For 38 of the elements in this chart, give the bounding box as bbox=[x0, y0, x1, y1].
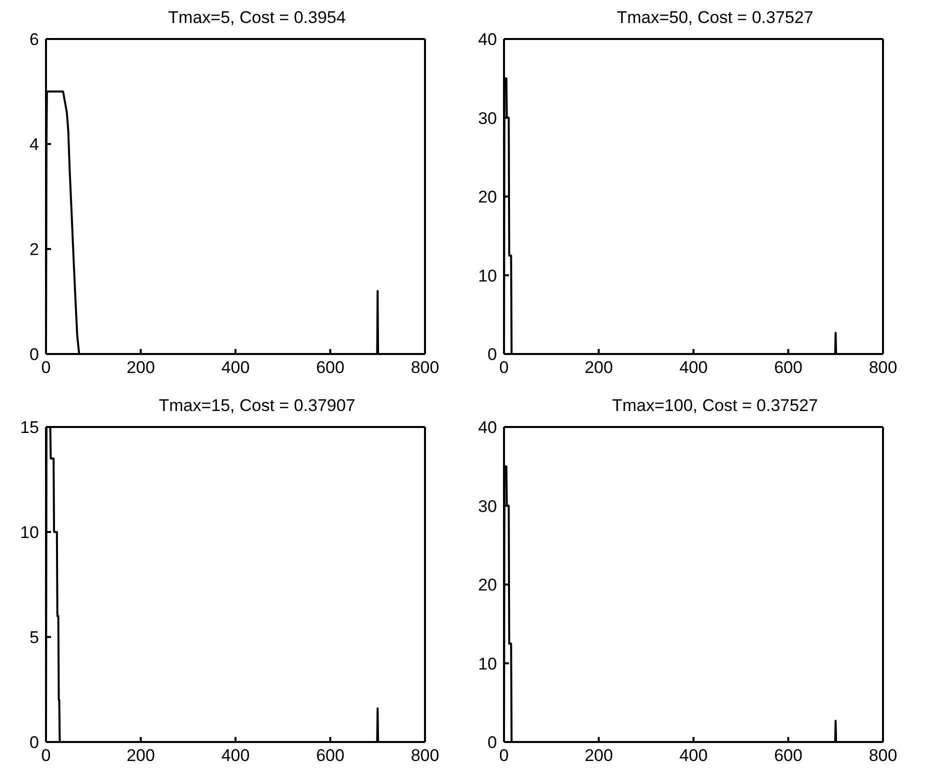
x-tick-label: 400 bbox=[679, 746, 708, 766]
x-tick-label: 800 bbox=[410, 358, 440, 378]
y-tick-label: 6 bbox=[30, 30, 39, 50]
y-tick-label: 2 bbox=[30, 240, 39, 260]
x-tick-label: 600 bbox=[774, 358, 802, 378]
x-tick-label: 800 bbox=[868, 358, 898, 378]
chart-title: Tmax=15, Cost = 0.37907 bbox=[158, 396, 356, 417]
x-tick-label: 400 bbox=[679, 358, 708, 378]
y-tick-label: 10 bbox=[20, 523, 39, 542]
y-tick-label: 10 bbox=[478, 654, 497, 674]
y-tick-label: 0 bbox=[30, 345, 39, 364]
y-tick-label: 5 bbox=[30, 628, 39, 648]
chart-title: Tmax=50, Cost = 0.37527 bbox=[616, 8, 814, 29]
x-tick-label: 800 bbox=[410, 746, 440, 766]
x-tick-label: 600 bbox=[316, 746, 344, 766]
x-tick-label: 200 bbox=[584, 746, 613, 766]
y-tick-label: 30 bbox=[478, 496, 497, 516]
y-tick-label: 40 bbox=[478, 418, 497, 438]
y-tick-label: 20 bbox=[478, 576, 497, 595]
chart-title: Tmax=5, Cost = 0.3954 bbox=[167, 8, 347, 29]
x-tick-label: 200 bbox=[126, 358, 155, 378]
chart-title: Tmax=100, Cost = 0.37527 bbox=[610, 396, 820, 417]
x-tick-label: 600 bbox=[316, 358, 344, 378]
x-tick-label: 400 bbox=[221, 746, 250, 766]
y-tick-label: 0 bbox=[488, 733, 497, 752]
x-tick-label: 600 bbox=[774, 746, 802, 766]
y-tick-label: 0 bbox=[30, 733, 39, 752]
y-tick-label: 40 bbox=[478, 30, 497, 50]
x-tick-label: 200 bbox=[126, 746, 155, 766]
y-tick-label: 10 bbox=[478, 266, 497, 286]
x-tick-label: 200 bbox=[584, 358, 613, 378]
y-tick-label: 30 bbox=[478, 108, 497, 128]
x-tick-label: 800 bbox=[868, 746, 898, 766]
y-tick-label: 4 bbox=[30, 135, 39, 154]
y-tick-label: 0 bbox=[488, 345, 497, 364]
y-tick-label: 15 bbox=[20, 418, 39, 438]
y-tick-label: 20 bbox=[478, 188, 497, 207]
x-tick-label: 400 bbox=[221, 358, 250, 378]
